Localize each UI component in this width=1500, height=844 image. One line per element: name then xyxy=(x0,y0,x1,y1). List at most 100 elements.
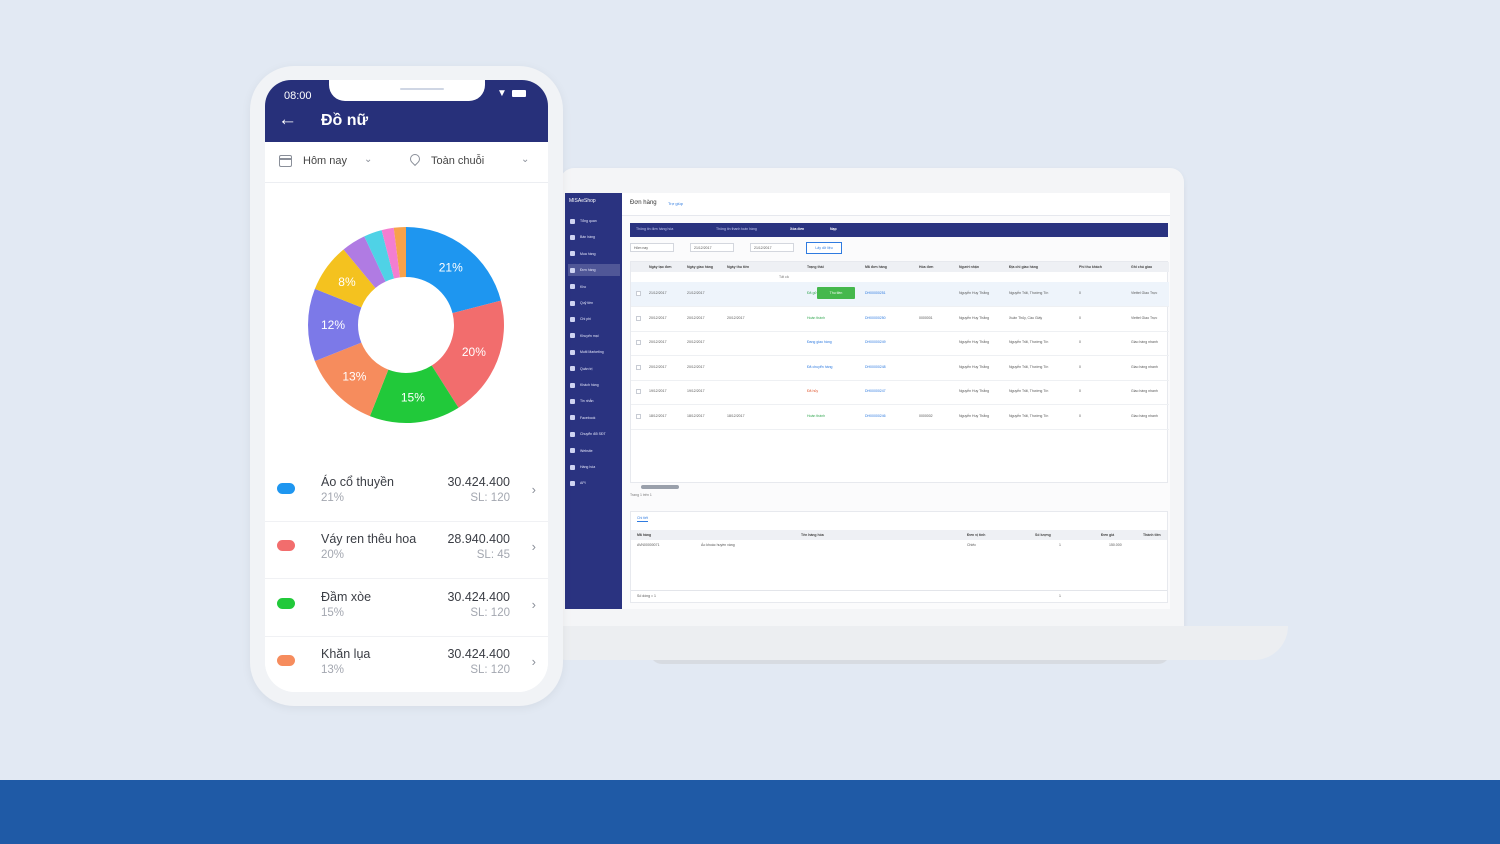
detail-column-header: Mã hàng xyxy=(637,533,652,537)
slice-label: 8% xyxy=(338,275,356,289)
product-row[interactable]: Đầm xòe 15% 30.424.400 SL: 120 › xyxy=(265,579,548,637)
scope-filter[interactable]: Toàn chuỗi xyxy=(431,155,485,167)
product-row[interactable]: Váy ren thêu hoa 20% 28.940.400 SL: 45 › xyxy=(265,522,548,580)
filter-row: Hôm nay 21/12/2017 21/12/2017 Lấy dữ liệ… xyxy=(630,241,1168,255)
cell-code[interactable]: DH00000251 xyxy=(865,291,886,295)
toolbar-item[interactable]: Thông tin đơn hàng hóa xyxy=(636,227,674,231)
sidebar-item[interactable]: Khuyến mại xyxy=(568,330,620,342)
sidebar-item[interactable]: Kho xyxy=(568,281,620,293)
column-header[interactable]: Hóa đơn xyxy=(919,265,934,269)
row-checkbox[interactable] xyxy=(636,389,641,394)
chevron-down-icon[interactable]: ⌄ xyxy=(521,154,530,165)
sidebar-item[interactable]: Website xyxy=(568,445,620,457)
donut-slice[interactable] xyxy=(406,227,501,314)
cell-code[interactable]: DH00000246 xyxy=(865,413,886,418)
product-name: Váy ren thêu hoa xyxy=(321,532,417,547)
sidebar-item[interactable]: Quản trị xyxy=(568,363,620,375)
donut-slice[interactable] xyxy=(314,342,389,417)
from-date-input[interactable]: 21/12/2017 xyxy=(690,243,734,252)
row-checkbox[interactable] xyxy=(636,291,641,296)
tab-detail[interactable]: Chi tiết xyxy=(637,516,648,522)
product-name: Áo cổ thuyền xyxy=(321,475,394,489)
cell-invoice: 0000001 xyxy=(919,315,933,320)
table-row[interactable]: 20/12/2017 20/12/2017 20/12/2017 Hoàn thành… xyxy=(631,307,1169,332)
sidebar-item[interactable]: Bán hàng xyxy=(568,231,620,243)
detail-column-header: Thành tiền xyxy=(1143,533,1161,537)
app-sidebar: MISAeShop Tổng quan Bán hàng Mua hàng Đơn h… xyxy=(565,193,622,609)
cell-code[interactable]: DH00000247 xyxy=(865,389,886,393)
pager[interactable]: Trang 1 trên 1 xyxy=(630,493,652,497)
table-row[interactable]: 20/12/2017 20/12/2017 Đang giao hàng DH0000… xyxy=(631,331,1169,356)
product-percent: 21% xyxy=(321,492,345,504)
sidebar-item[interactable]: Quỹ tiền xyxy=(568,297,620,309)
sidebar-item-icon xyxy=(570,251,575,257)
collect-payment-button[interactable]: Thu tiền xyxy=(817,287,855,299)
sidebar-item[interactable]: Facebook xyxy=(568,412,620,424)
sidebar-item[interactable]: Khách hàng xyxy=(568,379,620,391)
donut-slice[interactable] xyxy=(381,227,400,279)
column-header[interactable]: Trạng thái xyxy=(807,265,824,269)
horizontal-scrollbar[interactable] xyxy=(641,485,679,489)
row-checkbox[interactable] xyxy=(636,364,641,370)
row-checkbox[interactable] xyxy=(636,413,641,419)
donut-slice[interactable] xyxy=(308,288,362,362)
status-filter[interactable]: Tất cả xyxy=(779,275,789,279)
cell-code[interactable]: DH00000250 xyxy=(865,315,886,320)
period-select[interactable]: Hôm nay xyxy=(630,243,674,252)
sidebar-item-icon xyxy=(570,398,575,404)
sidebar-item-icon xyxy=(570,284,575,290)
column-header[interactable]: Người nhận xyxy=(959,265,979,269)
cell-code[interactable]: DH00000248 xyxy=(865,364,886,369)
sidebar-item[interactable]: Chuyển đổi SĐT xyxy=(568,428,620,440)
filter-bar: Hôm nay ⌄ Toàn chuỗi ⌄ xyxy=(265,142,548,183)
sidebar-item-label: Khách hàng xyxy=(580,383,599,387)
sidebar-item[interactable]: Tổng quan xyxy=(568,215,620,227)
donut-slice[interactable] xyxy=(314,249,376,308)
slice-label: 15% xyxy=(401,391,425,405)
donut-slice[interactable] xyxy=(343,236,386,289)
cell-status: Hoàn thành xyxy=(807,413,826,418)
column-header[interactable]: Ghi chú giao xyxy=(1131,265,1153,269)
column-header[interactable]: Ngày tạo đơn xyxy=(649,265,672,269)
fetch-data-button[interactable]: Lấy dữ liệu xyxy=(806,242,842,254)
sidebar-item[interactable]: Đơn hàng xyxy=(568,264,620,277)
sidebar-item[interactable]: API xyxy=(568,477,620,489)
column-header[interactable]: Địa chỉ giao hàng xyxy=(1009,265,1038,269)
column-header[interactable]: Ngày thu tiền xyxy=(727,265,750,269)
toolbar-item[interactable]: Nạp xyxy=(830,227,837,231)
column-header[interactable]: Ngày giao hàng xyxy=(687,265,714,269)
cell-receiver: Nguyễn Huy Thắng xyxy=(959,413,990,418)
sidebar-item[interactable]: Mua hàng xyxy=(568,248,620,260)
product-row[interactable]: Khăn lụa 13% 30.424.400 SL: 120 › xyxy=(265,636,548,692)
back-arrow-icon[interactable]: ← xyxy=(278,109,297,130)
sidebar-item-icon xyxy=(570,300,575,306)
donut-slice[interactable] xyxy=(431,300,504,408)
sidebar-item-label: Tổng quan xyxy=(580,219,597,223)
toolbar-item[interactable]: Thông tin thanh toán hàng xyxy=(716,227,757,231)
product-row[interactable]: Áo cổ thuyền 21% 30.424.400 SL: 120 › xyxy=(265,465,548,522)
donut-slice[interactable] xyxy=(369,365,459,423)
sidebar-item[interactable]: Chi phí xyxy=(568,313,620,325)
table-row[interactable]: 20/12/2017 20/12/2017 Đã chuyển hàng DH0000… xyxy=(631,356,1169,381)
help-link[interactable]: Trợ giúp xyxy=(668,201,683,206)
cell-created: 20/12/2017 xyxy=(649,364,667,369)
period-filter[interactable]: Hôm nay xyxy=(303,155,348,167)
sidebar-item[interactable]: Tin nhắn xyxy=(568,395,620,407)
row-checkbox[interactable] xyxy=(636,315,641,321)
donut-slice[interactable] xyxy=(393,227,406,278)
slice-label: 21% xyxy=(439,260,463,274)
donut-slice[interactable] xyxy=(364,230,395,282)
sidebar-item-icon xyxy=(570,431,575,437)
column-header[interactable]: Phí thu khách xyxy=(1079,265,1102,269)
cell-code[interactable]: DH00000249 xyxy=(865,340,886,344)
toolbar-item[interactable]: Xóa đơn xyxy=(790,227,805,231)
table-row[interactable]: 18/12/2017 18/12/2017 18/12/2017 Hoàn thành… xyxy=(631,405,1169,430)
table-row[interactable]: 19/12/2017 19/12/2017 Đã hủy DH00000247 Nguy… xyxy=(631,380,1169,405)
sidebar-item[interactable]: Multi Marketing xyxy=(568,346,620,358)
row-checkbox[interactable] xyxy=(636,340,641,345)
to-date-input[interactable]: 21/12/2017 xyxy=(750,243,794,252)
chevron-down-icon[interactable]: ⌄ xyxy=(364,154,373,165)
sidebar-item[interactable]: Hàng hóa xyxy=(568,461,620,473)
column-header[interactable]: Mã đơn hàng xyxy=(865,265,887,269)
